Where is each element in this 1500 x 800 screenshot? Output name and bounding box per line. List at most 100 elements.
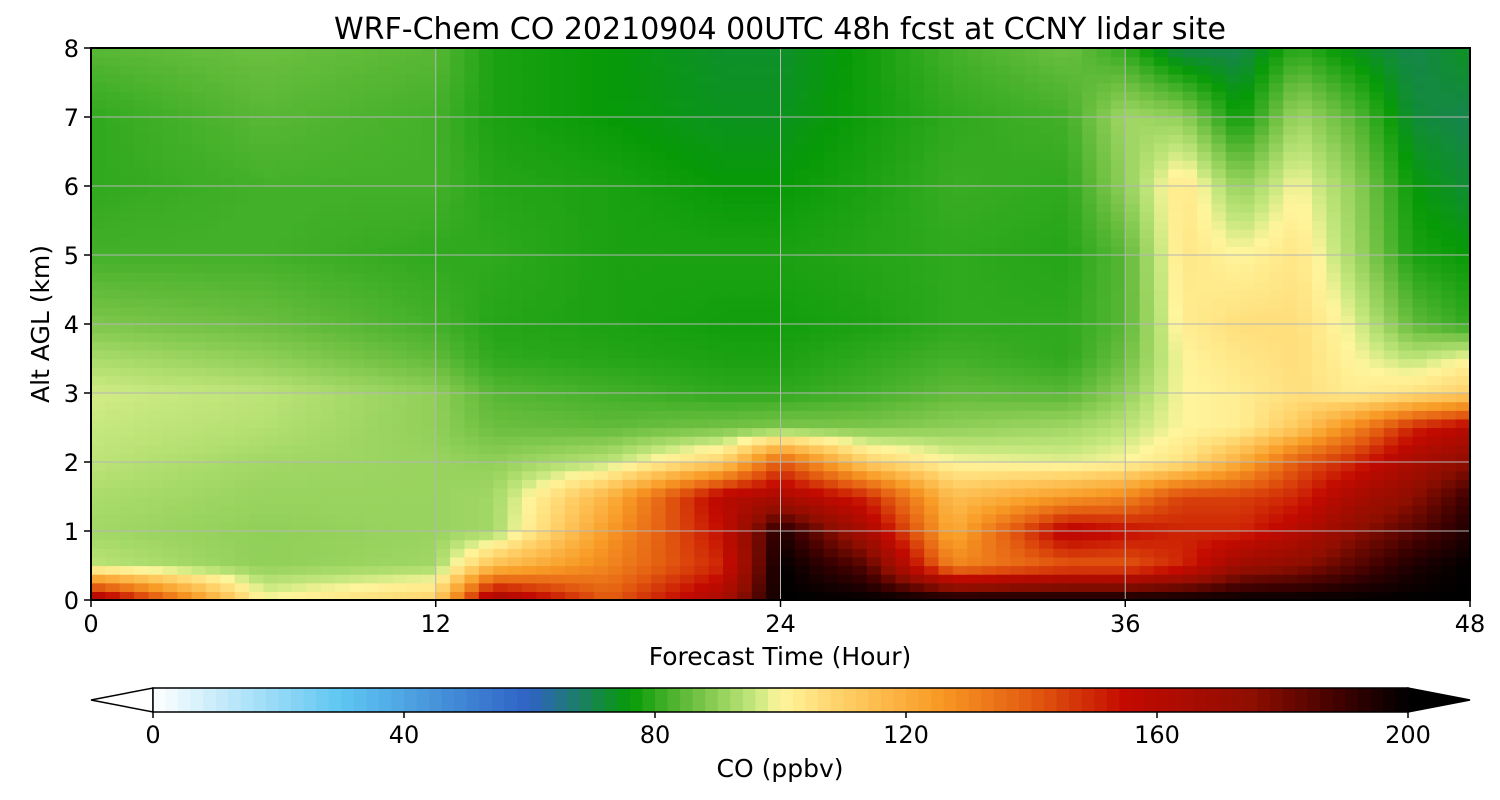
field-cell: [320, 272, 336, 282]
field-cell: [924, 384, 940, 394]
field-cell: [91, 168, 106, 178]
field-cell: [1225, 444, 1241, 454]
field-cell: [162, 263, 178, 273]
field-cell: [306, 410, 322, 420]
field-cell: [105, 160, 121, 170]
field-cell: [1197, 160, 1213, 170]
field-cell: [119, 255, 135, 265]
field-cell: [938, 194, 954, 204]
field-cell: [1383, 220, 1399, 230]
field-cell: [335, 487, 351, 498]
field-cell: [378, 211, 394, 222]
field-cell: [622, 384, 638, 394]
field-cell: [708, 306, 724, 316]
field-cell: [392, 246, 408, 256]
field-cell: [837, 444, 853, 454]
field-cell: [1211, 194, 1227, 204]
field-cell: [1398, 513, 1414, 523]
field-cell: [1355, 375, 1371, 385]
field-cell: [521, 453, 537, 463]
field-cell: [1053, 436, 1069, 446]
field-cell: [952, 384, 968, 394]
field-cell: [205, 436, 221, 446]
field-cell: [292, 280, 308, 291]
field-cell: [967, 556, 983, 567]
field-cell: [1168, 565, 1184, 575]
field-cell: [1455, 505, 1471, 515]
field-cell: [1197, 556, 1213, 567]
field-cell: [1412, 280, 1428, 291]
field-cell: [952, 462, 968, 472]
field-cell: [1053, 522, 1069, 532]
field-cell: [852, 375, 868, 385]
field-cell: [837, 470, 853, 480]
field-cell: [1441, 548, 1457, 558]
field-cell: [378, 160, 394, 170]
field-cell: [105, 246, 121, 256]
field-cell: [478, 505, 494, 515]
field-cell: [435, 220, 451, 230]
field-cell: [881, 556, 897, 567]
field-cell: [1412, 349, 1428, 360]
field-cell: [924, 229, 940, 239]
field-cell: [866, 255, 882, 265]
field-cell: [1096, 582, 1112, 592]
field-cell: [1024, 470, 1040, 480]
field-cell: [565, 358, 580, 368]
field-cell: [478, 168, 494, 178]
field-cell: [191, 582, 207, 592]
field-cell: [751, 505, 767, 515]
field-cell: [220, 229, 236, 239]
field-cell: [1412, 427, 1428, 437]
field-cell: [392, 487, 408, 498]
field-cell: [1426, 246, 1442, 256]
field-cell: [622, 229, 638, 239]
field-cell: [1455, 177, 1471, 187]
field-cell: [220, 186, 236, 196]
field-cell: [1067, 539, 1083, 549]
field-cell: [1383, 237, 1399, 247]
field-cell: [938, 168, 954, 178]
field-cell: [909, 574, 925, 584]
field-cell: [177, 237, 193, 247]
field-cell: [1010, 229, 1026, 239]
field-cell: [866, 263, 882, 273]
field-cell: [1326, 539, 1342, 549]
field-cell: [249, 462, 264, 472]
field-cell: [1254, 367, 1270, 377]
field-cell: [881, 505, 897, 515]
field-cell: [478, 401, 494, 411]
field-cell: [105, 367, 121, 377]
field-cell: [349, 444, 365, 454]
field-cell: [134, 349, 150, 360]
field-cell: [464, 462, 480, 472]
field-cell: [981, 168, 997, 178]
field-cell: [148, 522, 164, 532]
field-cell: [1053, 315, 1069, 325]
field-cell: [622, 393, 638, 403]
field-cell: [1039, 487, 1055, 498]
field-cell: [119, 479, 135, 489]
field-cell: [435, 539, 451, 549]
field-cell: [1340, 324, 1356, 334]
field-cell: [134, 237, 150, 247]
field-cell: [421, 341, 437, 351]
field-cell: [636, 444, 652, 454]
field-cell: [1326, 151, 1342, 161]
field-cell: [651, 539, 667, 549]
field-cell: [981, 574, 997, 584]
field-cell: [866, 186, 882, 196]
field-cell: [320, 522, 336, 532]
field-cell: [464, 470, 480, 480]
field-cell: [1067, 418, 1083, 429]
field-cell: [622, 418, 638, 429]
field-cell: [1340, 427, 1356, 437]
field-cell: [536, 462, 552, 472]
field-cell: [478, 487, 494, 498]
field-cell: [924, 375, 940, 385]
field-cell: [1211, 436, 1227, 446]
field-cell: [1426, 393, 1442, 403]
field-cell: [1412, 401, 1428, 411]
field-cell: [134, 280, 150, 291]
field-cell: [881, 211, 897, 222]
